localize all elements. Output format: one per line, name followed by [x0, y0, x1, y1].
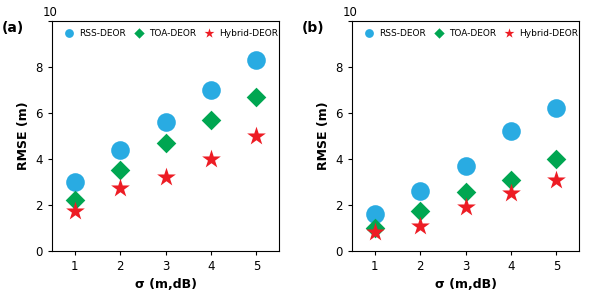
- Point: [115, 185, 125, 190]
- Text: 10: 10: [43, 6, 58, 18]
- Point: [161, 175, 170, 180]
- Point: [551, 157, 561, 161]
- Point: [70, 179, 80, 184]
- Point: [415, 208, 425, 213]
- Legend: RSS-DEOR, TOA-DEOR, Hybrid-DEOR: RSS-DEOR, TOA-DEOR, Hybrid-DEOR: [359, 28, 579, 39]
- Text: (a): (a): [2, 21, 25, 35]
- Y-axis label: RMSE (m): RMSE (m): [317, 102, 330, 170]
- Legend: RSS-DEOR, TOA-DEOR, Hybrid-DEOR: RSS-DEOR, TOA-DEOR, Hybrid-DEOR: [59, 28, 279, 39]
- Point: [70, 208, 80, 213]
- Point: [415, 189, 425, 193]
- Point: [506, 177, 516, 182]
- Point: [161, 140, 170, 145]
- Point: [551, 177, 561, 182]
- Point: [206, 157, 216, 161]
- X-axis label: σ (m,dB): σ (m,dB): [434, 279, 497, 291]
- Point: [251, 58, 261, 62]
- Point: [370, 230, 380, 235]
- Point: [370, 212, 380, 217]
- Point: [115, 168, 125, 173]
- Point: [206, 88, 216, 92]
- Point: [461, 205, 470, 210]
- Point: [370, 225, 380, 230]
- Point: [506, 191, 516, 196]
- Point: [251, 133, 261, 138]
- X-axis label: σ (m,dB): σ (m,dB): [134, 279, 197, 291]
- Point: [161, 120, 170, 124]
- Point: [70, 198, 80, 203]
- Y-axis label: RMSE (m): RMSE (m): [17, 102, 30, 170]
- Text: 10: 10: [343, 6, 358, 18]
- Point: [461, 190, 470, 195]
- Point: [461, 163, 470, 168]
- Point: [206, 117, 216, 122]
- Text: (b): (b): [302, 21, 325, 35]
- Point: [415, 223, 425, 228]
- Point: [251, 94, 261, 99]
- Point: [551, 106, 561, 110]
- Point: [115, 147, 125, 152]
- Point: [506, 129, 516, 134]
